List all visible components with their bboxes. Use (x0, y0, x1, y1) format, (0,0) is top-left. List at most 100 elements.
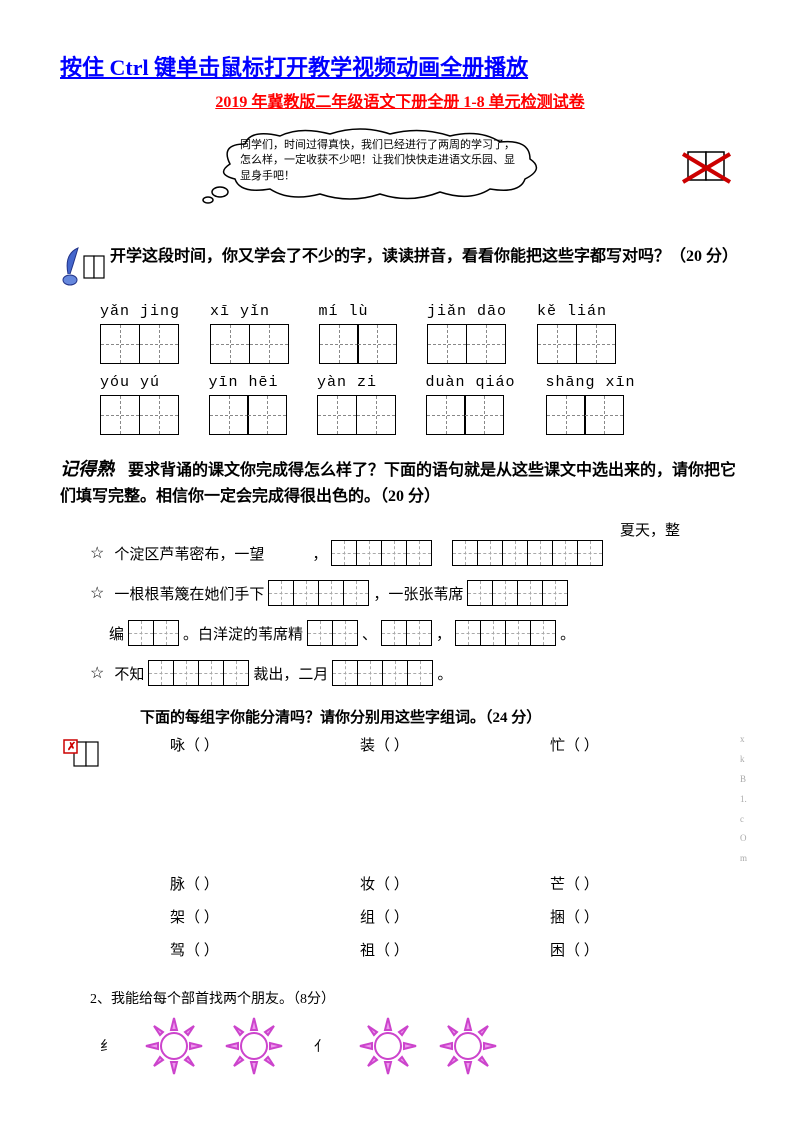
word-item: 妆（ ） (360, 869, 530, 902)
char-box (356, 395, 396, 435)
tiny-source: x k B 1. c O m (740, 730, 747, 869)
char-box (546, 395, 586, 435)
char-box (100, 395, 140, 435)
fill-boxes (381, 620, 432, 646)
fill-boxes (455, 620, 556, 646)
char-box (139, 395, 179, 435)
book-x-small-icon: ✗ (60, 730, 110, 968)
pinyin-label: mí lù (319, 303, 369, 320)
fill-boxes (307, 620, 358, 646)
pinyin-group: mí lù (319, 303, 398, 364)
char-box (209, 395, 249, 435)
pinyin-group: kě lián (537, 303, 616, 364)
word-item: 捆（ ） (550, 902, 720, 935)
memorize-label: 记得熟 (60, 459, 114, 479)
char-box (317, 395, 357, 435)
word-item: 芒（ ） (550, 869, 720, 902)
pinyin-group: yàn zi (317, 374, 396, 435)
sentence-line-1: ☆ 个淀区芦苇密布，一望 ， (90, 540, 740, 566)
char-box (427, 324, 467, 364)
pinyin-label: shāng xīn (546, 374, 636, 391)
sun-icon (224, 1016, 284, 1076)
char-box (247, 395, 287, 435)
char-box (584, 395, 624, 435)
pinyin-group: xī yǐn (210, 303, 289, 364)
svg-text:✗: ✗ (67, 741, 76, 753)
sentence-line-3: 编 。白洋淀的苇席精 、 ， 。 (105, 620, 740, 646)
star-icon: ☆ (90, 663, 104, 683)
char-boxes (210, 324, 289, 364)
sentence-line-2: ☆ 一根根苇篾在她们手下 ，一张张苇席 (90, 580, 740, 606)
title-link[interactable]: 按住 Ctrl 键单击鼠标打开教学视频动画全册播放 (60, 50, 740, 82)
char-box (537, 324, 577, 364)
fill-boxes (268, 580, 369, 606)
sun-icon (438, 1016, 498, 1076)
char-box (426, 395, 466, 435)
section-3-title: 下面的每组字你能分清吗？请你分别用这些字组词。（24 分） (140, 706, 740, 730)
word-item: 脉（ ） (170, 869, 340, 902)
subtitle: 2019 年冀教版二年级语文下册全册 1-8 单元检测试卷 (60, 88, 740, 112)
quill-book-icon (60, 244, 110, 293)
char-boxes (100, 395, 179, 435)
section-3: 下面的每组字你能分清吗？请你分别用这些字组词。（24 分） ✗ 咏（ ）装（ ）… (60, 706, 740, 968)
word-item: 装（ ） (360, 730, 530, 869)
line3-e: 。 (560, 623, 575, 644)
pinyin-label: kě lián (537, 303, 607, 320)
line4-b: 裁出，二月 (253, 663, 328, 684)
pinyin-label: jiǎn dāo (427, 303, 507, 320)
word-groups: 咏（ ）装（ ）忙（ ）x k B 1. c O m脉（ ）妆（ ）芒（ ）架（… (170, 730, 747, 968)
line3-a: 编 (109, 623, 124, 644)
section-2: 记得熟 要求背诵的课文你完成得怎么样了？下面的语句就是从这些课文中选出来的，请你… (60, 455, 740, 686)
pinyin-label: xī yǐn (210, 303, 270, 320)
pinyin-group: jiǎn dāo (427, 303, 507, 364)
char-boxes (546, 395, 625, 435)
char-box (576, 324, 616, 364)
word-item: 架（ ） (170, 902, 340, 935)
pinyin-group: yīn hēi (209, 374, 288, 435)
star-icon: ☆ (90, 543, 104, 563)
word-row: 驾（ ）祖（ ）困（ ） (170, 935, 747, 968)
pinyin-label: yǎn jing (100, 303, 180, 320)
pinyin-label: yàn zi (317, 374, 377, 391)
thought-bubble-area: 同学们，时间过得真快，我们已经进行了两周的学习了，怎么样，一定收获不少吧！让我们… (60, 124, 740, 214)
pinyin-group: yóu yú (100, 374, 179, 435)
word-item: 忙（ ） (550, 730, 720, 869)
char-box (100, 324, 140, 364)
line4-c: 。 (437, 663, 452, 684)
line3-b: 。白洋淀的苇席精 (183, 623, 303, 644)
sun-icon (358, 1016, 418, 1076)
line2-a: 一根根苇篾在她们手下 (114, 583, 264, 604)
q2-text: 2、我能给每个部首找两个朋友。（8分） (90, 988, 740, 1008)
word-item: 组（ ） (360, 902, 530, 935)
word-item: 困（ ） (550, 935, 720, 968)
char-boxes (537, 324, 616, 364)
radical-2: 亻 (314, 1036, 328, 1056)
char-box (466, 324, 506, 364)
pinyin-row-1: yǎn jing xī yǐn mí lù jiǎn dāo kě lián (100, 303, 740, 364)
line3-d: ， (436, 623, 451, 644)
comma: ， (312, 543, 327, 564)
fill-boxes (148, 660, 249, 686)
pinyin-label: yīn hēi (209, 374, 279, 391)
word-item: 咏（ ） (170, 730, 340, 869)
radical-1: 纟 (100, 1036, 114, 1056)
bubble-text: 同学们，时间过得真快，我们已经进行了两周的学习了，怎么样，一定收获不少吧！让我们… (240, 138, 520, 184)
char-box (464, 395, 504, 435)
word-row: 脉（ ） 妆（ ） 芒（ ） (170, 869, 747, 902)
word-row: 架（ ） 组（ ） 捆（ ） (170, 902, 747, 935)
sentence-line-4: ☆ 不知 裁出，二月 。 (90, 660, 740, 686)
char-box (249, 324, 289, 364)
section-2-text: 要求背诵的课文你完成得怎么样了？下面的语句就是从这些课文中选出来的，请你把它们填… (60, 462, 736, 505)
char-box (139, 324, 179, 364)
pinyin-row-2: yóu yú yīn hēi yàn zi duàn qiáo shāng xīn (100, 374, 740, 435)
char-box (319, 324, 359, 364)
fill-boxes (331, 540, 432, 566)
word-item: 驾（ ） (170, 935, 340, 968)
char-boxes (100, 324, 179, 364)
pinyin-label: duàn qiáo (426, 374, 516, 391)
section-1: 开学这段时间，你又学会了不少的字，读读拼音，看看你能把这些字都写对吗？（20 分… (60, 244, 740, 435)
char-box (357, 324, 397, 364)
pinyin-label: yóu yú (100, 374, 160, 391)
char-boxes (427, 324, 506, 364)
char-boxes (319, 324, 398, 364)
